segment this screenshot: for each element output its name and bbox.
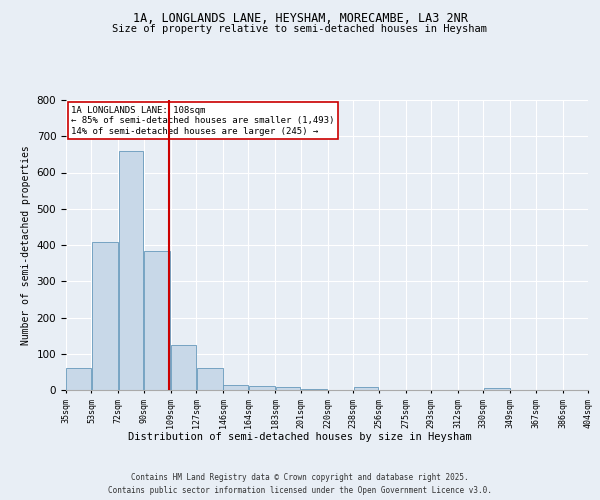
Bar — [276, 387, 301, 390]
Bar — [67, 368, 91, 390]
Bar — [92, 242, 118, 390]
Bar — [197, 368, 223, 390]
Text: Size of property relative to semi-detached houses in Heysham: Size of property relative to semi-detach… — [113, 24, 487, 34]
Text: Contains public sector information licensed under the Open Government Licence v3: Contains public sector information licen… — [108, 486, 492, 495]
Bar — [249, 386, 275, 390]
Bar — [171, 344, 196, 390]
Text: Distribution of semi-detached houses by size in Heysham: Distribution of semi-detached houses by … — [128, 432, 472, 442]
Y-axis label: Number of semi-detached properties: Number of semi-detached properties — [21, 145, 31, 345]
Text: Contains HM Land Registry data © Crown copyright and database right 2025.: Contains HM Land Registry data © Crown c… — [131, 472, 469, 482]
Text: 1A LONGLANDS LANE: 108sqm
← 85% of semi-detached houses are smaller (1,493)
14% : 1A LONGLANDS LANE: 108sqm ← 85% of semi-… — [71, 106, 335, 136]
Bar — [301, 389, 328, 390]
Text: 1A, LONGLANDS LANE, HEYSHAM, MORECAMBE, LA3 2NR: 1A, LONGLANDS LANE, HEYSHAM, MORECAMBE, … — [133, 12, 467, 26]
Bar — [353, 387, 378, 390]
Bar — [119, 151, 143, 390]
Bar — [484, 388, 510, 390]
Bar — [144, 251, 170, 390]
Bar — [223, 384, 248, 390]
